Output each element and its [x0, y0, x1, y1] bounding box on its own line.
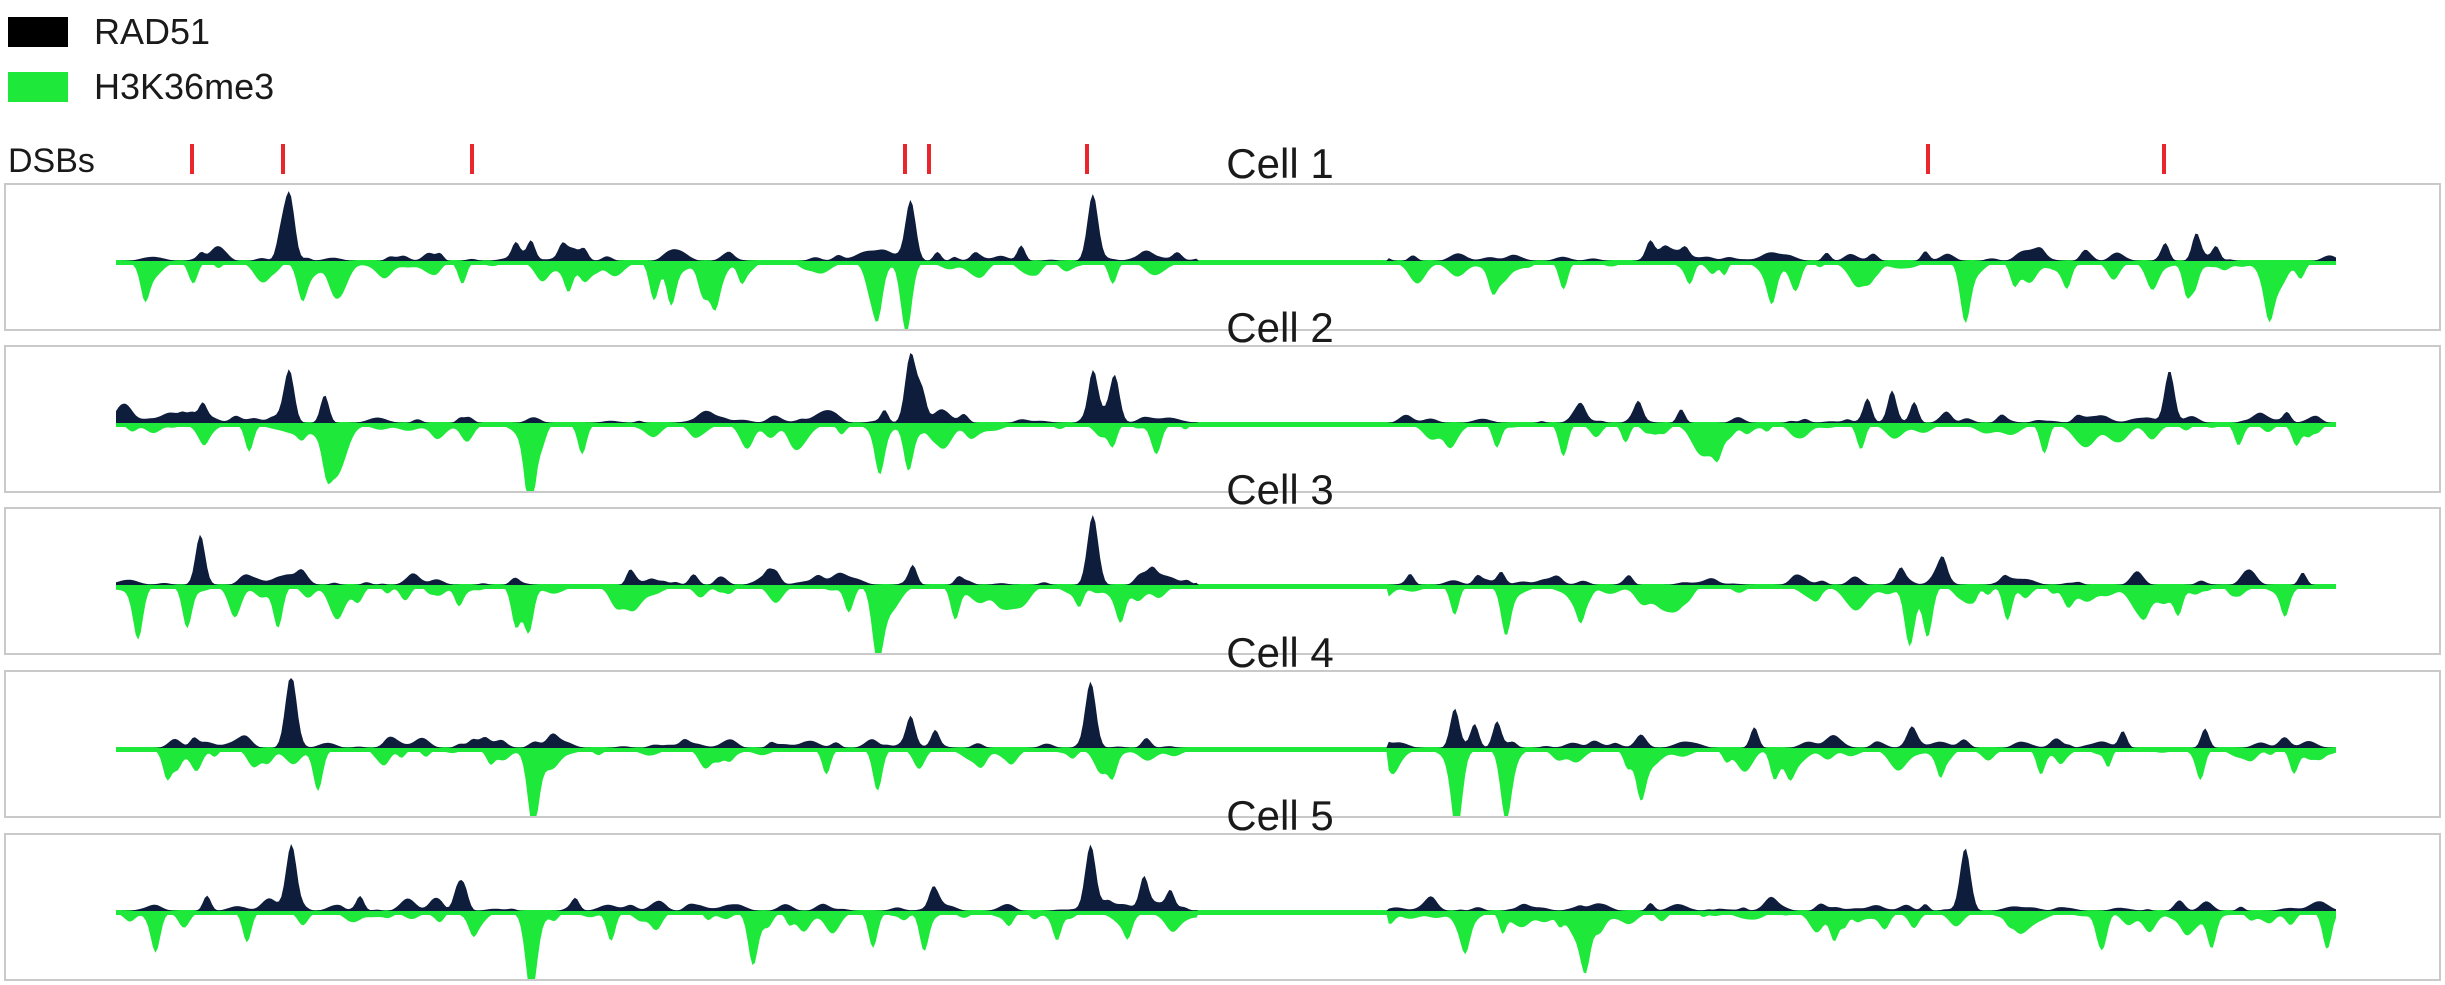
h3k36me3-area: [116, 587, 2336, 653]
cell-panel: [4, 833, 2441, 981]
cell-title: Cell 2: [1226, 304, 1334, 351]
dsb-marker: [1926, 144, 1931, 174]
rad51-area: [116, 515, 2336, 585]
cell-panel: [4, 507, 2441, 655]
legend-label-rad51: RAD51: [94, 10, 211, 52]
cell-panel: [4, 670, 2441, 818]
track-baseline: [116, 584, 2336, 589]
track-plot: [116, 515, 2336, 653]
legend-swatch-rad51: [8, 16, 68, 47]
cell-panel: [4, 345, 2441, 493]
track-baseline: [116, 260, 2336, 265]
cell-title: Cell 1: [1226, 140, 1334, 187]
dsb-marker: [190, 144, 195, 174]
legend-label-h3k36me3: H3K36me3: [94, 65, 275, 107]
legend-item-h3k36me3: H3K36me3: [8, 59, 274, 114]
cell-panel: [4, 183, 2441, 331]
track-plot: [116, 678, 2336, 816]
track-baseline: [116, 747, 2336, 752]
track-plot: [116, 353, 2336, 491]
track-plot: [116, 191, 2336, 329]
rad51-area: [116, 678, 2336, 748]
track-baseline: [116, 422, 2336, 427]
legend: RAD51 H3K36me3: [8, 4, 274, 114]
dsb-marker: [927, 144, 932, 174]
cell-title: Cell 5: [1226, 792, 1334, 839]
rad51-area: [116, 844, 2336, 911]
dsb-marker: [281, 144, 286, 174]
dsb-marker: [1084, 144, 1089, 174]
rad51-area: [116, 191, 2336, 261]
track-baseline: [116, 910, 2336, 915]
legend-swatch-h3k36me3: [8, 71, 68, 102]
h3k36me3-area: [116, 263, 2336, 329]
h3k36me3-area: [116, 913, 2336, 979]
rad51-area: [116, 353, 2336, 423]
dsb-marker: [469, 144, 474, 174]
h3k36me3-area: [116, 425, 2336, 491]
cell-title: Cell 4: [1226, 629, 1334, 676]
legend-item-rad51: RAD51: [8, 4, 274, 59]
dsb-marker: [2161, 144, 2166, 174]
h3k36me3-area: [116, 750, 2336, 816]
cell-title: Cell 3: [1226, 466, 1334, 513]
dsb-track-label: DSBs: [8, 142, 95, 180]
track-plot: [116, 844, 2336, 979]
dsb-marker: [902, 144, 907, 174]
